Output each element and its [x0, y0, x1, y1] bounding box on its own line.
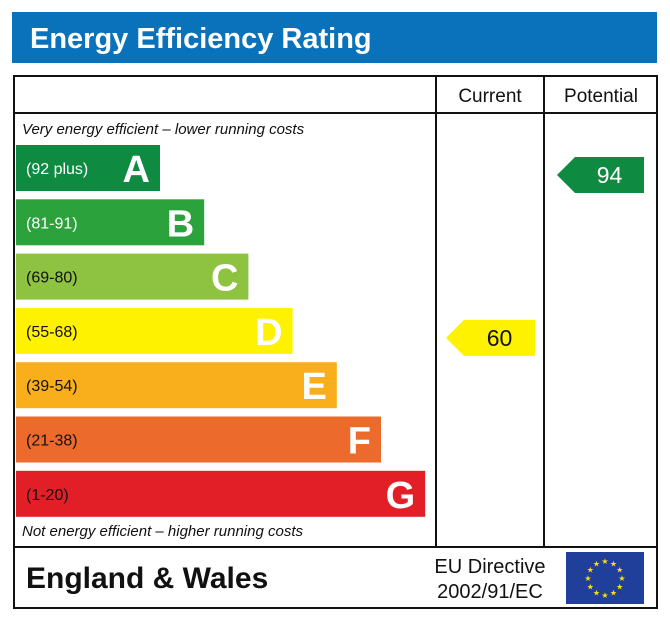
eu-flag-icon: ★ ★★★★★★★★★★★ [566, 552, 644, 604]
eu-star: ★ [601, 591, 608, 600]
bottom-note: Not energy efficient – higher running co… [22, 523, 303, 540]
band-a-letter: A [123, 149, 150, 191]
rating-bands: (92 plus) A (81-91) B (69-80) C (55-68) D (39-54… [16, 145, 426, 517]
directive-line1: EU Directive [434, 556, 545, 578]
eu-star: ★ [587, 583, 594, 592]
eu-star: ★ [616, 583, 623, 592]
band-a-range: (92 plus) [26, 161, 88, 178]
band-b-letter: B [167, 203, 194, 245]
eu-flag-background [566, 552, 644, 604]
band-b-bar [16, 199, 205, 246]
current-header: Current [458, 86, 522, 107]
chart-title: Energy Efficiency Rating [30, 23, 372, 55]
band-d-bar [16, 307, 293, 354]
band-d-letter: D [255, 312, 282, 354]
region-label: England & Wales [26, 562, 268, 595]
band-a-bar [16, 145, 160, 191]
eu-star: ★ [587, 566, 594, 575]
band-c-letter: C [211, 258, 238, 300]
band-e-range: (39-54) [26, 378, 78, 395]
top-note: Very energy efficient – lower running co… [22, 121, 305, 138]
band-c-range: (69-80) [26, 270, 78, 287]
band-f-range: (21-38) [26, 433, 78, 450]
eu-star: ★ [584, 574, 591, 583]
title-bar [12, 12, 657, 63]
band-d-range: (55-68) [26, 324, 78, 341]
eu-star: ★ [618, 574, 625, 583]
rating-arrows: 60 94 [446, 157, 644, 356]
eu-star: ★ [601, 557, 608, 566]
band-e-letter: E [301, 366, 326, 408]
band-e-bar [16, 362, 337, 409]
current-rating-arrow [446, 319, 535, 356]
current-rating-value: 60 [487, 325, 513, 351]
band-f-bar [16, 416, 381, 463]
potential-header: Potential [564, 86, 638, 107]
directive-line2: 2002/91/EC [437, 581, 543, 603]
band-f-letter: F [348, 421, 371, 463]
band-c-bar [16, 253, 249, 300]
band-g-range: (1-20) [26, 487, 69, 504]
eu-star: ★ [593, 589, 600, 598]
band-g-letter: G [386, 475, 416, 517]
eu-star: ★ [593, 559, 600, 568]
potential-rating-arrow [557, 157, 644, 193]
eu-star: ★ [610, 589, 617, 598]
band-g-bar [16, 470, 426, 517]
band-b-range: (81-91) [26, 215, 78, 232]
eu-star: ★ [610, 559, 617, 568]
potential-rating-value: 94 [597, 162, 623, 188]
eu-star: ★ [616, 566, 623, 575]
